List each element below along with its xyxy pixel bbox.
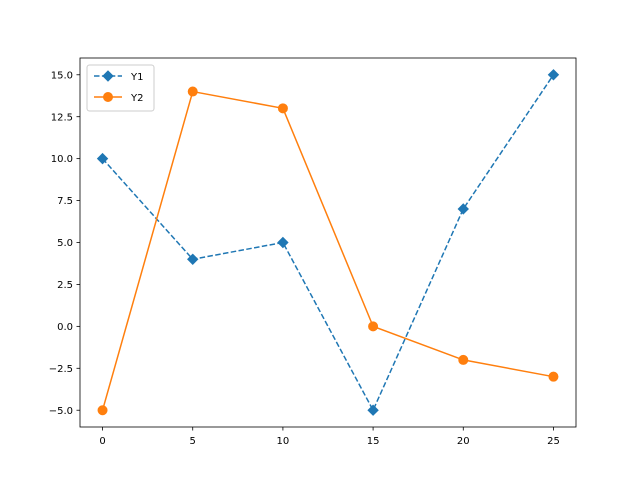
data-point-y2 — [368, 321, 379, 332]
series-line-y1 — [101, 74, 555, 411]
data-point-y2 — [548, 371, 559, 382]
data-point-y2 — [458, 354, 469, 365]
y-tick-label: −2.5 — [49, 364, 73, 375]
x-tick-label: 0 — [99, 436, 105, 447]
legend-marker-y2 — [103, 92, 113, 102]
y-tick-label: 0.0 — [57, 322, 73, 333]
data-point-y2 — [187, 86, 198, 97]
y-tick-label: 12.5 — [51, 112, 73, 123]
x-tick-label: 10 — [277, 436, 290, 447]
x-tick-label: 15 — [367, 436, 380, 447]
y-tick-label: −5.0 — [49, 406, 73, 417]
y-tick-label: 2.5 — [57, 280, 73, 291]
data-point-y1 — [367, 404, 379, 416]
y-tick-label: 5.0 — [57, 238, 73, 249]
data-point-y1 — [187, 253, 199, 265]
series-line-y2 — [101, 90, 554, 411]
legend-label-y1: Y1 — [130, 72, 143, 83]
data-point-y1 — [96, 152, 109, 165]
y-tick-label: 7.5 — [57, 196, 73, 207]
plot-area — [96, 69, 560, 416]
x-tick-label: 25 — [547, 436, 560, 447]
legend-label-y2: Y2 — [130, 93, 143, 104]
x-tick-label: 20 — [457, 436, 470, 447]
x-tick-label: 5 — [190, 436, 196, 447]
legend-marker-y1 — [102, 70, 114, 82]
data-point-y1 — [277, 236, 289, 249]
legend-box — [86, 64, 155, 112]
data-point-y2 — [277, 103, 288, 114]
y-tick-label: 15.0 — [51, 70, 73, 81]
data-point-y1 — [457, 203, 469, 215]
y-tick-label: 10.0 — [51, 154, 73, 165]
axes: 0 5 10 15 20 25 −5.0 −2.5 0.0 2.5 5.0 7.5 10.0 12.5 15… — [49, 57, 577, 447]
data-point-y1 — [547, 69, 560, 81]
legend: Y1 Y2 — [86, 64, 155, 112]
data-point-y2 — [97, 405, 108, 416]
